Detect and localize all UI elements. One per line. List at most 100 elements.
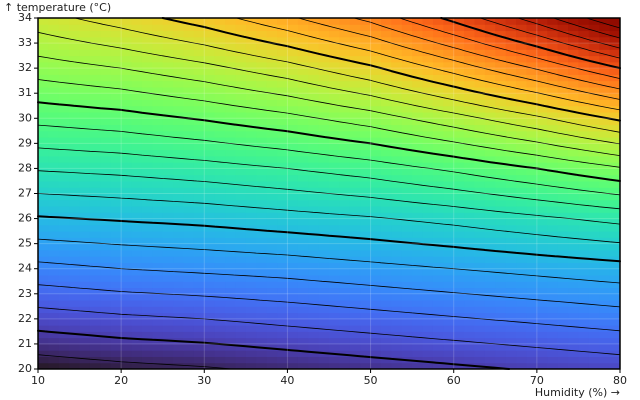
contour-cell (162, 18, 174, 25)
contour-cell (183, 74, 195, 82)
contour-cell (69, 174, 81, 182)
contour-cell (412, 61, 424, 69)
contour-cell (578, 350, 590, 357)
contour-cell (287, 293, 299, 301)
contour-cell (121, 124, 133, 132)
contour-cell (235, 93, 247, 100)
contour-cell (557, 337, 569, 345)
contour-cell (547, 350, 559, 357)
contour-cell (173, 168, 184, 176)
contour-cell (349, 249, 361, 257)
contour-cell (121, 112, 133, 119)
contour-cell (536, 312, 548, 320)
contour-cell (380, 243, 392, 251)
contour-cell (401, 199, 413, 207)
contour-cell (464, 30, 475, 38)
contour-cell (89, 93, 101, 100)
contour-cell (193, 149, 205, 157)
contour-cell (380, 74, 392, 82)
contour-cell (245, 306, 257, 314)
contour-cell (495, 243, 507, 251)
contour-cell (349, 174, 361, 182)
contour-cell (297, 143, 309, 151)
contour-cell (183, 199, 195, 207)
contour-cell (453, 193, 465, 201)
contour-cell (360, 256, 372, 263)
contour-cell (121, 325, 133, 332)
contour-cell (121, 36, 133, 44)
contour-cell (287, 55, 299, 63)
contour-cell (516, 262, 527, 270)
contour-cell (578, 49, 590, 57)
contour-cell (391, 105, 403, 113)
contour-line (353, 17, 621, 90)
contour-cell (422, 80, 434, 88)
contour-cell (588, 30, 600, 38)
contour-cell (516, 337, 527, 345)
contour-cell (193, 256, 205, 263)
contour-cell (329, 268, 340, 276)
contour-cell (412, 218, 424, 226)
contour-cell (89, 130, 101, 138)
contour-cell (183, 350, 195, 357)
contour-cell (370, 218, 382, 226)
contour-cell (432, 174, 444, 182)
contour-cell (225, 218, 236, 226)
contour-cell (48, 306, 60, 314)
contour-cell (578, 118, 590, 126)
contour-cell (495, 274, 507, 282)
contour-cell (225, 343, 236, 351)
contour-cell (204, 168, 216, 176)
contour-cell (287, 350, 299, 357)
contour-cell (578, 268, 590, 276)
contour-cell (277, 174, 288, 182)
contour-cell (69, 312, 81, 320)
contour-cell (329, 343, 340, 351)
contour-cell (339, 18, 351, 25)
contour-cell (245, 243, 257, 251)
contour-cell (318, 86, 330, 94)
contour-cell (329, 155, 340, 163)
contour-cell (329, 174, 340, 182)
contour-cell (152, 206, 164, 213)
contour-cell (516, 24, 527, 32)
contour-cell (110, 256, 122, 263)
contour-cell (505, 187, 517, 194)
contour-cell (568, 356, 579, 364)
contour-cell (110, 55, 122, 63)
contour-cell (297, 80, 309, 88)
contour-cell (214, 99, 226, 107)
contour-cell (453, 180, 465, 188)
contour-cell (100, 24, 112, 32)
contour-cell (48, 287, 60, 295)
y-tick-label: 28 (18, 161, 32, 174)
contour-cell (204, 93, 216, 100)
contour-cell (193, 274, 205, 282)
contour-cell (474, 268, 486, 276)
contour-cell (432, 162, 444, 169)
contour-cell (193, 162, 205, 169)
contour-cell (464, 206, 475, 213)
contour-cell (474, 74, 486, 82)
contour-cell (432, 55, 444, 63)
contour-cell (183, 174, 195, 182)
contour-cell (578, 168, 590, 176)
contour-cell (162, 80, 174, 88)
contour-cell (484, 61, 496, 69)
contour-cell (297, 206, 309, 213)
contour-cell (308, 99, 320, 107)
contour-cell (349, 30, 361, 38)
contour-cell (183, 143, 195, 151)
contour-cell (391, 187, 403, 194)
contour-cell (256, 287, 268, 295)
contour-cell (547, 274, 559, 282)
contour-cell (162, 30, 174, 38)
contour-cell (110, 93, 122, 100)
contour-cell (297, 30, 309, 38)
contour-cell (474, 218, 486, 226)
contour-cell (588, 212, 600, 220)
contour-cell (214, 343, 226, 351)
contour-cell (588, 143, 600, 151)
contour-cell (256, 262, 268, 270)
contour-cell (225, 300, 236, 307)
